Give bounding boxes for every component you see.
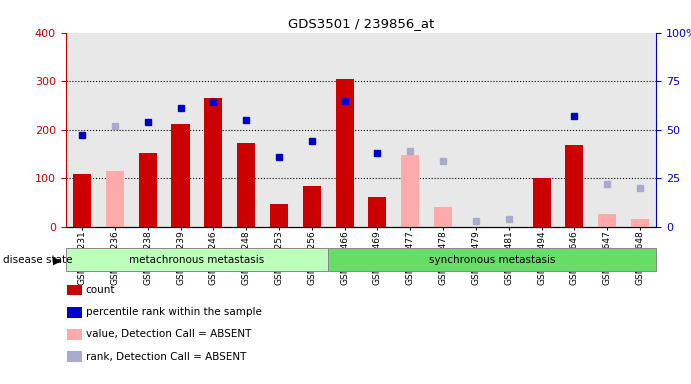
Bar — [171, 124, 189, 227]
Bar — [66, 248, 328, 271]
Bar — [598, 214, 616, 227]
Bar — [328, 248, 656, 271]
Bar — [73, 174, 91, 227]
Bar — [434, 207, 452, 227]
Text: synchronous metastasis: synchronous metastasis — [429, 255, 556, 265]
Bar — [565, 145, 583, 227]
Text: value, Detection Call = ABSENT: value, Detection Call = ABSENT — [86, 329, 251, 339]
Bar — [336, 79, 354, 227]
Text: metachronous metastasis: metachronous metastasis — [129, 255, 265, 265]
Bar — [139, 153, 157, 227]
Text: percentile rank within the sample: percentile rank within the sample — [86, 307, 262, 317]
Bar — [270, 204, 288, 227]
Text: disease state: disease state — [3, 255, 73, 265]
Text: ▶: ▶ — [53, 255, 61, 265]
Bar — [401, 155, 419, 227]
Text: count: count — [86, 285, 115, 295]
Bar — [368, 197, 386, 227]
Bar — [106, 171, 124, 227]
Bar — [631, 219, 649, 227]
Bar — [205, 98, 223, 227]
Title: GDS3501 / 239856_at: GDS3501 / 239856_at — [288, 17, 434, 30]
Bar — [303, 186, 321, 227]
Bar — [533, 178, 551, 227]
Text: rank, Detection Call = ABSENT: rank, Detection Call = ABSENT — [86, 352, 246, 362]
Bar — [237, 143, 255, 227]
